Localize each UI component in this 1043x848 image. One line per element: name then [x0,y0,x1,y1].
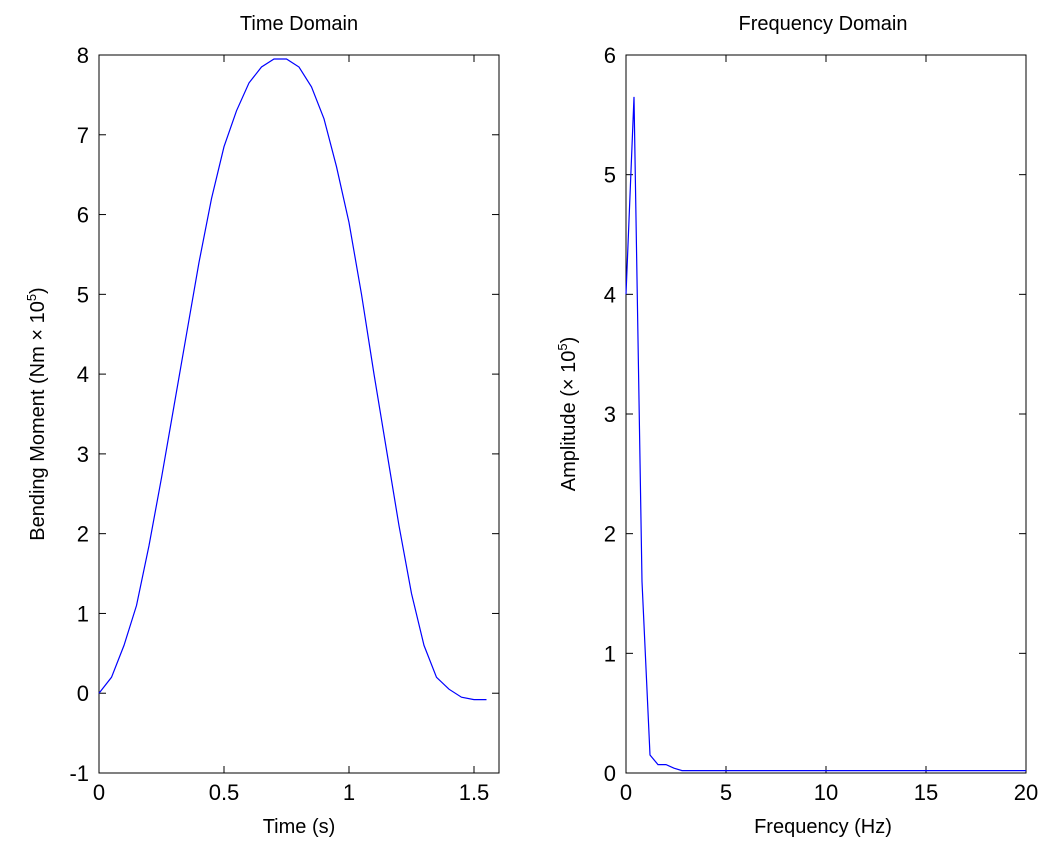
x-tick-label: 1.5 [459,780,490,805]
tick-group: 0 5 10 15 20 0 1 2 3 4 5 6 [604,43,1038,805]
y-tick-label: 8 [77,43,89,68]
y-tick-label: 2 [77,522,89,547]
y-tick-label: 5 [604,163,616,188]
series-group [625,96,1026,772]
y-axis-label-superscript: 5 [24,294,39,301]
y-tick-label: 4 [77,362,89,387]
y-axis-label-end: ) [27,287,49,294]
x-axis-label: Frequency (Hz) [754,816,892,838]
y-tick-label: 3 [604,402,616,427]
y-tick-label: 5 [77,282,89,307]
y-axis-label-text: Bending Moment (Nm × 10 [27,301,49,541]
series-line [625,96,1026,772]
y-tick-label: 4 [604,282,616,307]
x-axis-label: Time (s) [263,816,336,838]
series-group [98,58,487,701]
y-tick-label: 0 [77,681,89,706]
plot-area-frame [625,54,1027,774]
chart-title: Time Domain [240,13,358,35]
x-tick-label: 5 [720,780,732,805]
frequency-domain-chart: Frequency Domain 0 5 10 15 20 0 1 2 3 4 5 6 Frequen… [555,13,1038,838]
y-tick-label: -1 [69,761,89,786]
plot-area-frame [98,54,500,774]
y-tick-label: 1 [604,641,616,666]
x-tick-label: 0 [620,780,632,805]
series-line [98,58,487,701]
x-tick-label: 0.5 [209,780,240,805]
x-tick-label: 15 [914,780,938,805]
y-axis-label: Bending Moment (Nm × 105) [24,287,49,540]
y-axis-label-superscript: 5 [555,343,570,350]
x-tick-label: 20 [1014,780,1038,805]
y-tick-label: 6 [77,203,89,228]
x-tick-label: 0 [93,780,105,805]
y-tick-label: 6 [604,43,616,68]
y-axis-label: Amplitude (× 105) [555,337,580,492]
y-tick-label: 0 [604,761,616,786]
y-tick-label: 2 [604,522,616,547]
y-tick-label: 3 [77,442,89,467]
y-axis-label-text: Amplitude (× 10 [558,351,580,492]
y-axis-label-end: ) [558,337,580,344]
y-tick-label: 1 [77,601,89,626]
x-tick-label: 10 [814,780,838,805]
chart-title: Frequency Domain [739,13,908,35]
x-tick-label: 1 [343,780,355,805]
y-tick-label: 7 [77,123,89,148]
